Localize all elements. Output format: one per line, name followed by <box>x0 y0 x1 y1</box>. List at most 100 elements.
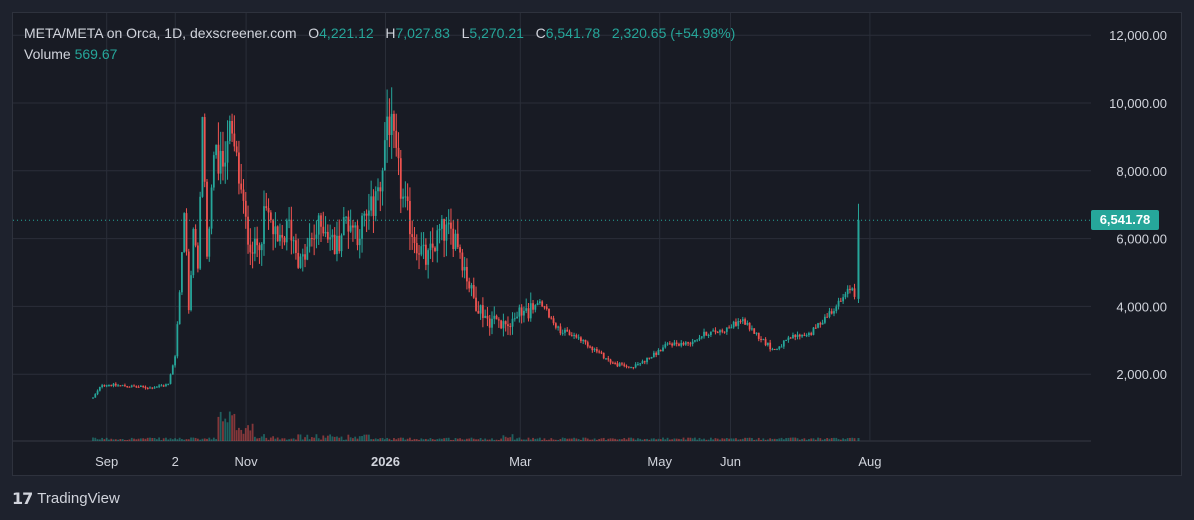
volume-bar <box>735 438 737 441</box>
candle-body <box>372 196 375 216</box>
candle-body <box>812 327 815 335</box>
candle-body <box>393 113 395 131</box>
volume-bar <box>648 439 651 441</box>
volume-bar <box>114 439 117 441</box>
volume-bar <box>231 415 233 441</box>
volume-bar <box>285 439 288 441</box>
candle-body <box>513 318 516 320</box>
volume-bar <box>292 438 295 441</box>
candle-body <box>283 237 286 243</box>
candle-body <box>427 250 430 265</box>
volume-bar <box>459 438 461 441</box>
x-tick-label: Sep <box>95 454 118 469</box>
candle-body <box>133 385 135 387</box>
candle-body <box>119 385 122 387</box>
volume-bar <box>240 429 243 441</box>
volume-bar <box>295 439 297 441</box>
volume-bar <box>732 438 735 441</box>
volume-bar <box>436 439 439 441</box>
volume-bar <box>575 438 578 441</box>
candle-body <box>422 244 425 247</box>
volume-bar <box>716 438 719 441</box>
volume-bar <box>222 421 224 441</box>
volume-bar <box>112 439 115 441</box>
candle-body <box>844 294 847 298</box>
volume-bar <box>447 437 450 441</box>
candle-body <box>666 343 669 345</box>
candle-body <box>315 234 318 239</box>
volume-bar <box>714 438 717 441</box>
volume-bar <box>413 438 416 441</box>
volume-bar <box>623 438 626 441</box>
candle-body <box>564 329 566 333</box>
volume-bar <box>397 438 400 441</box>
candle-body <box>557 326 560 328</box>
volume-bar <box>470 437 473 441</box>
candle-body <box>776 348 778 350</box>
candle-body <box>397 147 400 159</box>
volume-bar <box>101 437 104 441</box>
candle-body <box>488 318 491 328</box>
candle-body <box>559 326 562 334</box>
volume-bar <box>833 437 835 441</box>
volume-bar <box>212 437 215 441</box>
volume-bar <box>484 438 487 441</box>
volume-bar <box>493 439 496 441</box>
volume-bar <box>810 438 813 441</box>
volume-bar <box>354 436 357 441</box>
candle-body <box>609 359 612 363</box>
candle-body <box>529 303 532 319</box>
volume-bar <box>782 439 785 441</box>
volume-bar <box>153 437 156 441</box>
candle-body <box>541 301 544 307</box>
candle-body <box>803 334 806 336</box>
volume-bar <box>520 439 523 441</box>
candle-body <box>607 358 610 360</box>
volume-bar <box>605 439 607 441</box>
volume-bar <box>637 438 639 441</box>
candle-body <box>527 308 530 319</box>
candle-body <box>573 335 575 337</box>
candle-body <box>568 331 571 336</box>
volume-bar <box>730 438 733 441</box>
candle-body <box>320 215 322 227</box>
candle-body <box>466 266 468 282</box>
candle-body <box>771 348 774 350</box>
candle-body <box>760 338 762 340</box>
candle-body <box>203 117 206 182</box>
volume-bar <box>383 439 386 441</box>
chart-frame[interactable]: 12,000.00 10,000.00 8,000.00 6,000.00 4,000.… <box>12 12 1182 476</box>
candle-body <box>388 116 391 136</box>
candle-body <box>235 146 238 153</box>
volume-bar <box>728 438 731 441</box>
volume-bar <box>418 439 420 441</box>
volume-bar <box>541 439 544 441</box>
candle-body <box>114 383 117 386</box>
volume-bar <box>600 438 603 441</box>
volume-bar <box>322 435 325 441</box>
candle-body <box>830 311 833 314</box>
candle-body <box>201 117 204 197</box>
candle-body <box>297 252 300 268</box>
candle-body <box>310 238 313 240</box>
candle-body <box>404 196 407 198</box>
candle-body <box>340 235 343 252</box>
branding[interactable]: 17 TradingView <box>12 489 120 508</box>
y-tick-label: 12,000.00 <box>1109 28 1167 43</box>
volume-bar <box>215 439 218 441</box>
volume-bar <box>272 436 275 441</box>
price-chart[interactable]: 12,000.00 10,000.00 8,000.00 6,000.00 4,000.… <box>13 13 1181 475</box>
volume-bar <box>842 438 845 441</box>
volume-bar <box>160 439 163 441</box>
candle-body <box>696 339 699 341</box>
volume-bar <box>445 437 448 441</box>
candle-body <box>778 346 781 349</box>
y-tick-label: 6,000.00 <box>1116 232 1167 247</box>
candle-body <box>146 388 149 390</box>
candle-body <box>819 323 822 325</box>
candle-body <box>285 220 288 243</box>
volume-bar <box>552 439 555 441</box>
volume-bar <box>171 439 174 441</box>
volume-bar <box>580 439 582 441</box>
candle-body <box>853 288 856 297</box>
